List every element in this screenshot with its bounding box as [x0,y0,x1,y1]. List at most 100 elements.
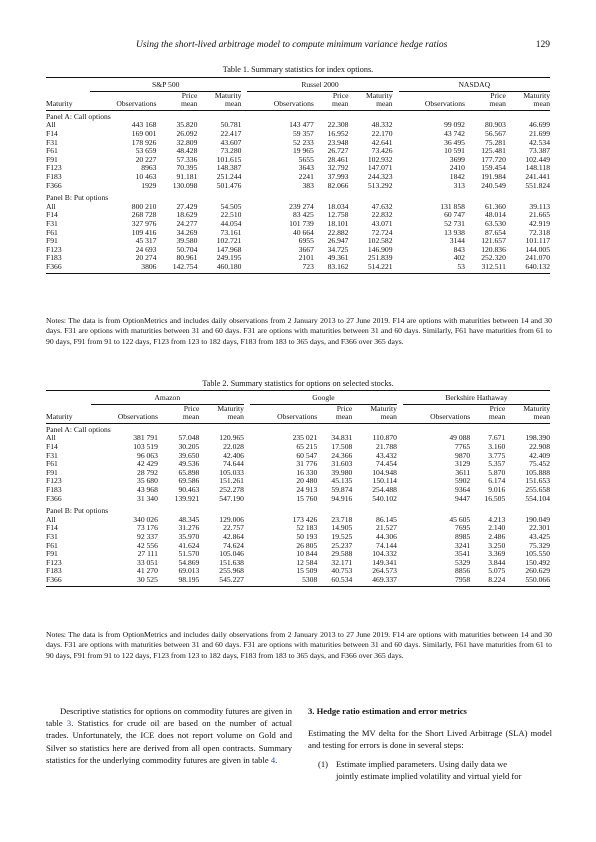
row-maturity: F183 [46,484,62,494]
table-row: F366 31 340 139.921 547.190 15 760 94.916 540.… [46,493,550,506]
table-cell: 98.195 [178,574,200,584]
table-cell: 22.417 [220,128,242,138]
table-cell: 104.332 [372,549,397,559]
table-cell: 8963 [141,163,157,173]
table-cell: 24.277 [176,218,198,228]
table-cell: 22.170 [371,128,393,138]
table-cell: 240.549 [481,180,506,190]
table2-group-header: Amazon Google Berkshire Hathaway [46,391,550,405]
table-cell: 44.054 [220,218,242,228]
table-cell: 42 429 [137,459,158,469]
row-maturity: All [46,514,56,524]
row-maturity: F183 [46,566,62,576]
table-cell: 550.066 [525,574,550,584]
table-3-link[interactable]: 3 [66,718,72,729]
table-cell: 5.357 [488,459,506,469]
table-cell: 57.336 [176,154,198,164]
table-cell: 102.721 [216,236,242,246]
table-cell: 34.831 [331,433,353,443]
table-cell: 239 274 [289,201,314,211]
table-cell: 51.570 [178,549,200,559]
table-cell: 52 731 [444,218,465,228]
table-cell: 40 664 [292,227,314,237]
row-maturity: F61 [46,459,58,469]
table-cell: 73.161 [220,227,242,237]
table-cell: 18.629 [176,210,198,220]
table-cell: 340 026 [133,514,158,524]
table-cell: 8.224 [488,574,506,584]
table-cell: 268 728 [131,210,157,220]
col-maturity: Maturity [46,99,73,109]
col-maturity-mean: Maturity mean [214,90,242,109]
table1-group-sp500: S&P 500 [90,78,242,92]
row-maturity: F31 [46,531,58,541]
table-cell: 75.452 [529,459,550,469]
table-cell: 74.624 [223,540,244,550]
table-cell: 173 426 [292,514,318,524]
table-cell: 28 792 [137,467,158,477]
table2-group-berkshire: Berkshire Hathaway [402,391,550,405]
table-cell: 198.390 [525,433,550,443]
table-row: F31 178 926 32.809 43.607 52 233 23.948 42.641… [46,138,550,148]
table-row: F14 73 176 31.276 22.757 52 183 14.905 21.527 7… [46,524,550,533]
table-cell: 48.428 [176,146,198,156]
table-row: F123 35 680 69.586 151.261 20 480 45.135 150.1… [46,477,550,486]
table-row: F366 1929 130.098 501.476 383 82.066 513.292 31… [46,180,550,193]
table-4-link[interactable]: 4 [270,754,276,765]
table-cell: 105.888 [525,467,550,477]
table-cell: 3.775 [488,450,506,460]
table-cell: 73 176 [137,523,158,533]
table-cell: 327 976 [131,218,157,228]
table-cell: 96 063 [137,450,158,460]
table-row: F31 96 063 39.650 42.406 60 547 24.366 43.432 9… [46,450,550,461]
table-row: F61 109 416 34.269 73.161 40 664 22.882 72.724… [46,227,550,238]
col-price-mean: Price mean [182,403,200,422]
table-row: F91 20 227 57.336 101.615 5655 28.461 102.932 3… [46,154,550,165]
col-price-mean: Price mean [489,90,506,109]
table-cell: 43.425 [529,531,550,541]
row-maturity: F14 [46,210,58,220]
table-cell: 31.276 [178,523,200,533]
table-cell: 12 584 [296,557,318,567]
table-cell: 15 760 [296,493,318,503]
table-cell: 3129 [455,459,471,469]
table-row: F366 3806 142.754 460.180 723 83.162 514.221 53… [46,261,550,274]
table-row: All 340 026 48.345 129.006 173 426 23.718 86.1… [46,514,550,525]
table-cell: 22.028 [223,441,244,451]
table-cell: 91.181 [176,171,198,181]
table-cell: 8985 [455,531,471,541]
row-maturity: F366 [46,574,62,584]
table-cell: 28.461 [327,154,349,164]
table-cell: 29.588 [331,549,353,559]
table1-caption: Table 1. Summary statistics for index op… [222,65,374,74]
table-cell: 43.432 [376,450,397,460]
table-row: F183 43 968 90.463 252.278 24 913 59.874 254.4… [46,484,550,495]
table-cell: 2.486 [488,531,506,541]
table-cell: 26.947 [327,236,349,246]
table-cell: 800 210 [131,201,157,211]
table-cell: 24 913 [296,484,318,494]
table-row: All 381 791 57.048 120.965 235 021 34.831 110.… [46,434,550,443]
table-cell: 121.657 [481,236,506,246]
table-cell: 83 425 [292,210,314,220]
table-cell: 102.449 [525,154,550,164]
table-cell: 501.476 [216,180,242,190]
table-cell: 82.066 [327,180,349,190]
table-cell: 24.366 [331,450,353,460]
table-cell: 5655 [298,154,314,164]
table-cell: 105.033 [219,467,244,477]
table-cell: 19 965 [292,146,314,156]
table-cell: 5329 [455,557,471,567]
row-maturity: All [46,120,56,130]
table-cell: 260.629 [525,566,550,576]
table-cell: 53 659 [135,146,157,156]
table-cell: 94.916 [331,493,353,503]
table-cell: 25.237 [331,540,353,550]
table-cell: 42.864 [223,531,244,541]
row-maturity: F14 [46,523,58,533]
table-cell: 65 215 [296,441,318,451]
table-cell: 87.654 [484,227,506,237]
col-maturity-mean: Maturity mean [217,403,244,422]
table-cell: 83.162 [327,261,349,271]
table-cell: 313 [453,180,465,190]
